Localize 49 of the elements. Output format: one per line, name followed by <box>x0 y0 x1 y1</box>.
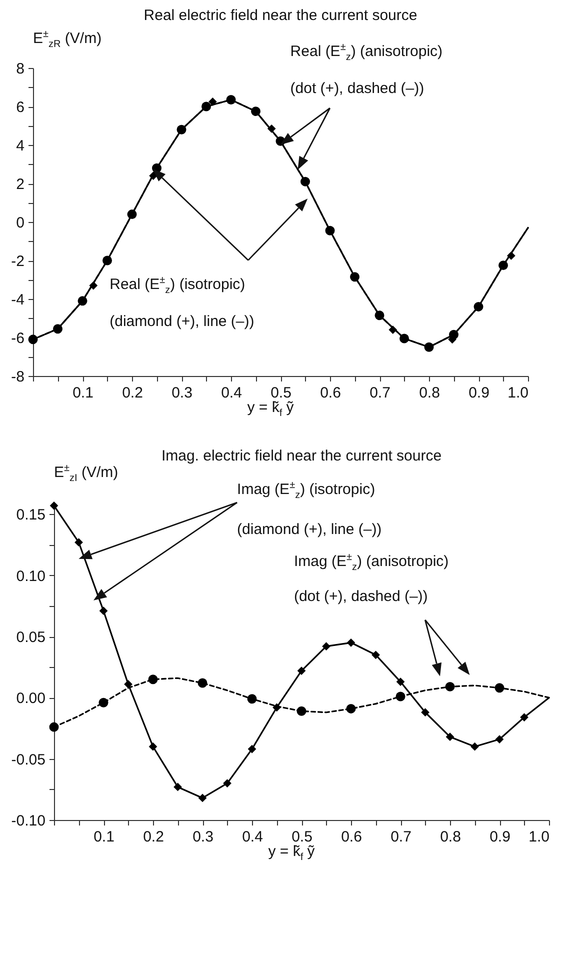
y-tick-label: 6 <box>16 99 24 116</box>
text: Imag (E$^{±}$$_{z}$) (isotropic) <box>237 480 376 501</box>
y-tick-label: 0.10 <box>16 568 46 585</box>
x-tick-label: 0.6 <box>320 384 341 402</box>
x-tick-label: 0.2 <box>143 828 164 846</box>
annotation: (dot (+), dashed (–)) <box>294 588 428 606</box>
y-tick-label: 0.05 <box>16 629 46 646</box>
annotation: Imag (E$^{±}$$_{z}$) (anisotropic) <box>294 552 449 573</box>
x-tick-label: 0.5 <box>270 384 292 402</box>
x-tick-label: 0.9 <box>468 384 490 402</box>
text: Real (E$^{±}$$_{z}$) (anisotropic) <box>290 42 443 63</box>
x-tick-label: 0.8 <box>440 828 461 846</box>
x-axis-title: y = k̃$_{f}$ ỹ <box>268 843 315 863</box>
y-tick-label: 2 <box>16 176 24 193</box>
y-tick-label: 0.15 <box>16 506 46 524</box>
x-tick-label: 0.2 <box>122 384 143 402</box>
chart-title: Real electric field near the current source <box>144 7 418 24</box>
annotation: (diamond (+), line (–)) <box>110 313 254 330</box>
y-tick-label: 8 <box>16 60 24 78</box>
y-tick-label: -2 <box>11 253 24 270</box>
x-tick-label: 0.3 <box>172 384 192 402</box>
annotation: (dot (+), dashed (–)) <box>290 80 424 98</box>
x-tick-label: 0.8 <box>419 384 440 402</box>
x-axis-title: y = k̃$_{f}$ ỹ <box>247 399 294 419</box>
x-tick-label: 0.1 <box>94 828 114 846</box>
y-tick-label: -0.05 <box>11 751 46 768</box>
x-tick-label: 0.4 <box>221 384 242 402</box>
x-tick-label: 1.0 <box>528 828 550 846</box>
x-tick-label: 0.9 <box>490 828 510 846</box>
y-axis-title: E$^{±}$$_{zR}$ (V/m) <box>33 29 102 50</box>
y-tick-label: -4 <box>11 292 24 308</box>
x-tick-label: 0.1 <box>72 384 94 402</box>
chart-title: Imag. electric field near the current source <box>161 447 442 464</box>
y-tick-label: -0.10 <box>11 812 46 830</box>
x-tick-label: 0.3 <box>192 828 214 846</box>
y-tick-label: -6 <box>11 330 24 347</box>
x-tick-label: 0.5 <box>292 828 312 846</box>
y-axis-title: E$^{±}$$_{zI}$ (V/m) <box>54 463 118 484</box>
x-tick-label: 0.6 <box>341 828 362 846</box>
x-tick-label: 0.4 <box>242 828 263 846</box>
annotation: Real (E$^{±}$$_{z}$) (isotropic) <box>110 274 246 296</box>
x-tick-label: 1.0 <box>508 384 528 402</box>
x-tick-label: 0.7 <box>370 384 390 402</box>
y-tick-label: 0 <box>16 214 24 232</box>
y-tick-label: -8 <box>11 368 24 386</box>
y-tick-label: 4 <box>16 138 24 154</box>
x-tick-label: 0.7 <box>390 828 412 846</box>
y-tick-label: 0.00 <box>16 690 46 708</box>
annotation: (diamond (+), line (–)) <box>237 521 382 538</box>
